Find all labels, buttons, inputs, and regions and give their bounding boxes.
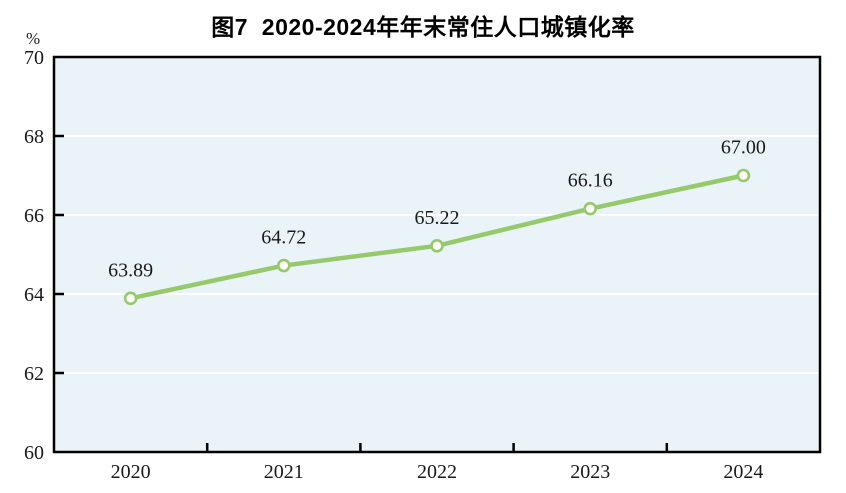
y-axis-label-62: 62 [24, 363, 44, 385]
y-axis-unit-label: % [26, 29, 41, 48]
chart-title: 图7 2020-2024年年末常住人口城镇化率 [211, 14, 635, 40]
y-axis-label-68: 68 [24, 126, 44, 148]
data-label-2022: 65.22 [415, 207, 460, 229]
x-axis-label-2022: 2022 [417, 461, 457, 483]
data-point-2024 [736, 168, 751, 183]
y-axis-label-70: 70 [24, 47, 44, 69]
data-label-2023: 66.16 [568, 170, 613, 192]
data-point-2020 [123, 291, 138, 306]
x-axis-label-2020: 2020 [111, 461, 151, 483]
data-label-2024: 67.00 [721, 137, 766, 159]
x-axis-label-2024: 2024 [723, 461, 763, 483]
data-label-2020: 63.89 [108, 259, 153, 281]
plot-area-background [54, 57, 820, 452]
x-axis-label-2021: 2021 [264, 461, 304, 483]
x-axis-label-2023: 2023 [570, 461, 610, 483]
y-axis-label-66: 66 [24, 205, 44, 227]
data-point-2021 [276, 258, 291, 273]
data-point-2022 [430, 239, 444, 253]
data-label-2021: 64.72 [261, 227, 306, 249]
y-axis-label-60: 60 [24, 442, 44, 464]
y-axis-label-64: 64 [24, 284, 44, 306]
plot-border [52, 55, 822, 454]
data-point-2023 [583, 201, 598, 216]
